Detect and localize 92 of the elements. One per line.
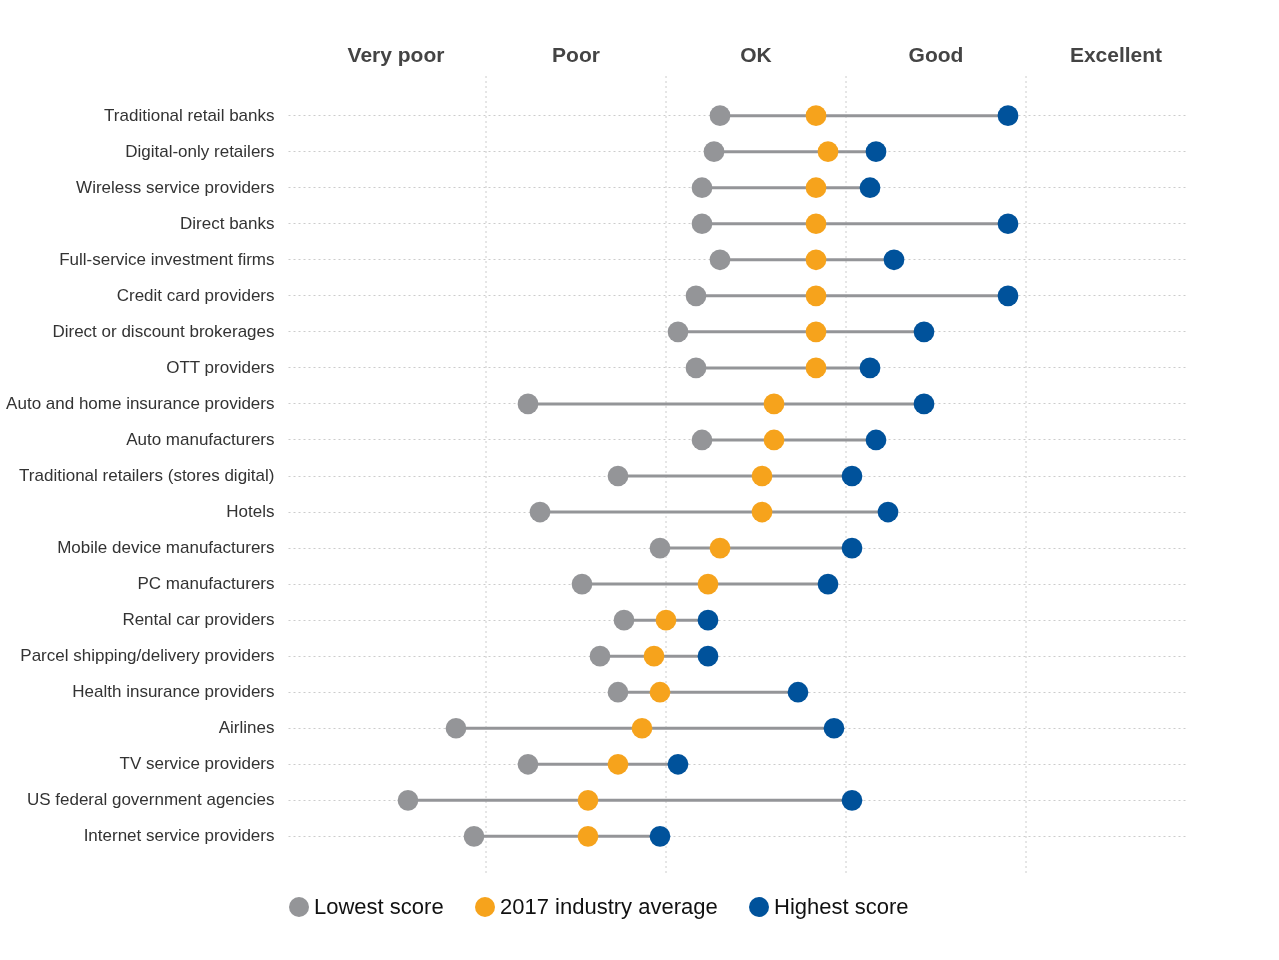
point [607, 681, 629, 703]
point [577, 826, 599, 847]
y-tick-label: PC manufacturers [137, 574, 275, 594]
point [997, 285, 1019, 307]
point [613, 609, 635, 631]
y-tick-label: OTT providers [166, 357, 275, 377]
y-tick-label: Mobile device manufacturers [57, 538, 275, 558]
legend-label: Lowest score [314, 894, 444, 919]
y-tick-label: Digital-only retailers [125, 141, 275, 161]
point [577, 789, 599, 811]
point [883, 249, 905, 271]
y-tick-label: Rental car providers [122, 610, 275, 630]
point [709, 249, 731, 271]
point [697, 573, 719, 595]
y-tick-label: Traditional retailers (stores digital) [19, 466, 275, 485]
legend-label: 2017 industry average [500, 894, 718, 919]
point [751, 501, 773, 523]
point [445, 717, 467, 739]
text: Poor [552, 43, 600, 66]
point [805, 249, 827, 271]
point [805, 105, 827, 126]
text: OK [740, 43, 772, 66]
legend-label: Highest score [774, 894, 909, 919]
point [805, 321, 827, 343]
y-tick-label: Auto manufacturers [126, 429, 275, 449]
point [631, 717, 653, 739]
point [823, 717, 845, 739]
point [667, 321, 689, 343]
y-tick-label: Credit card providers [116, 285, 275, 305]
point [865, 429, 887, 451]
point [805, 357, 827, 379]
point [649, 681, 671, 703]
point [841, 537, 863, 559]
y-tick-label: Airlines [218, 718, 275, 738]
y-tick-label: Direct banks [180, 213, 275, 233]
point [865, 141, 887, 163]
point [859, 357, 881, 379]
point [571, 573, 593, 595]
y-tick-label: Parcel shipping/delivery providers [20, 646, 275, 666]
y-tick-label: Hotels [226, 502, 275, 522]
point [463, 826, 485, 847]
point [703, 141, 725, 163]
point [397, 789, 419, 811]
point [691, 429, 713, 451]
point [805, 285, 827, 307]
point [997, 105, 1019, 126]
y-tick-label: TV service providers [119, 754, 275, 774]
point [667, 753, 689, 775]
point [763, 429, 785, 451]
text: Very poor [347, 43, 445, 66]
point [913, 393, 935, 415]
text: Good [908, 43, 964, 66]
point [709, 537, 731, 559]
point [649, 537, 671, 559]
point [817, 573, 839, 595]
point [655, 609, 677, 631]
point [709, 105, 731, 126]
point [589, 645, 611, 667]
y-tick-label: US federal government agencies [26, 790, 275, 810]
point [859, 177, 881, 199]
point [817, 141, 839, 163]
point [805, 177, 827, 199]
point [913, 321, 935, 343]
point [517, 393, 539, 415]
point [697, 609, 719, 631]
point [763, 393, 785, 415]
point [685, 285, 707, 307]
point [877, 501, 899, 523]
y-tick-label: Wireless service providers [76, 177, 275, 197]
y-tick-label: Full-service investment firms [59, 249, 275, 269]
point [751, 465, 773, 487]
y-tick-label: Health insurance providers [72, 682, 275, 702]
y-tick-label: Traditional retail banks [104, 105, 275, 125]
point [643, 645, 665, 667]
point [997, 213, 1019, 235]
point [685, 357, 707, 379]
point [697, 645, 719, 667]
y-tick-label: Auto and home insurance providers [6, 393, 275, 413]
point [691, 213, 713, 235]
point [517, 753, 539, 775]
point [529, 501, 551, 523]
y-tick-label: Direct or discount brokerages [52, 321, 275, 341]
point [607, 465, 629, 487]
point [805, 213, 827, 235]
point [607, 753, 629, 775]
point [841, 789, 863, 811]
point [691, 177, 713, 199]
point [841, 465, 863, 487]
text: Excellent [1069, 43, 1163, 66]
point [787, 681, 809, 703]
point [649, 826, 671, 847]
y-tick-label: Internet service providers [83, 826, 275, 846]
